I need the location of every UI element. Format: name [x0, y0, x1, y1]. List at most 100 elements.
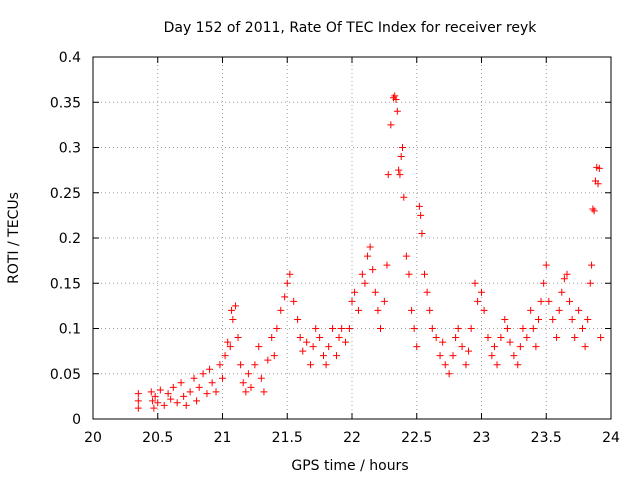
data-point [584, 315, 592, 323]
data-point [156, 386, 164, 394]
data-point [523, 334, 531, 342]
x-tick-labels: 20 20.5 21 21.5 22 22.5 23 23.5 24 [84, 430, 620, 446]
data-point [549, 315, 557, 323]
x-tick-label: 20 [84, 430, 102, 446]
y-tick-label: 0.1 [59, 322, 81, 338]
data-point [208, 379, 216, 387]
data-point [303, 338, 311, 346]
data-point [358, 270, 366, 278]
data-point [180, 392, 188, 400]
data-point [527, 306, 535, 314]
data-point [203, 390, 211, 398]
data-point [405, 270, 413, 278]
data-point [160, 401, 168, 409]
data-point [417, 211, 425, 219]
x-axis-label: GPS time / hours [291, 458, 408, 474]
data-point [219, 374, 226, 382]
x-tick-label: 23.5 [531, 430, 562, 446]
data-point [309, 343, 317, 351]
data-point [558, 288, 566, 296]
data-point [392, 96, 400, 104]
data-point [426, 306, 434, 314]
data-point [173, 399, 181, 407]
data-point [484, 334, 492, 342]
data-point [228, 306, 236, 314]
y-tick-label: 0.4 [59, 50, 81, 66]
y-axis-label: ROTI / TECUs [6, 192, 22, 284]
data-point [316, 334, 324, 342]
data-point [283, 279, 291, 287]
data-point [149, 397, 157, 405]
data-point [294, 315, 302, 323]
data-point [467, 325, 475, 332]
data-point [510, 352, 518, 360]
data-point [566, 297, 574, 305]
y-tick-label: 0.2 [59, 231, 81, 247]
data-point [322, 361, 330, 369]
data-point [277, 306, 285, 314]
data-point [458, 343, 466, 351]
data-point [332, 352, 340, 360]
x-tick-label: 22 [343, 430, 361, 446]
data-point [534, 315, 542, 323]
data-point [579, 325, 587, 332]
x-tick-label: 21 [214, 430, 232, 446]
data-point [342, 338, 350, 346]
data-point [545, 297, 553, 305]
data-point [449, 352, 457, 360]
data-point [242, 388, 250, 396]
data-point [268, 334, 276, 342]
data-point [589, 205, 597, 213]
data-point [374, 306, 382, 314]
data-point [488, 352, 496, 360]
data-point [154, 399, 162, 407]
data-point [237, 361, 245, 369]
data-point [397, 153, 405, 161]
data-point [408, 306, 416, 314]
data-point [571, 334, 579, 342]
data-point [351, 288, 359, 296]
y-tick-label: 0.35 [50, 95, 81, 111]
data-point [590, 207, 598, 215]
data-point [224, 338, 232, 346]
data-point [519, 325, 527, 332]
data-point [290, 297, 298, 305]
data-point [497, 334, 505, 342]
data-point [445, 370, 453, 378]
data-point [465, 347, 473, 355]
data-point [441, 361, 449, 369]
data-point [147, 388, 155, 396]
data-point [383, 261, 391, 269]
y-tick-labels: 0 0.05 0.1 0.15 0.2 0.25 0.3 0.35 0.4 [50, 50, 81, 428]
data-point [410, 325, 418, 332]
data-point [490, 343, 498, 351]
data-point [471, 279, 479, 287]
data-point [212, 388, 220, 396]
data-point [400, 193, 408, 201]
data-point [264, 356, 272, 364]
data-point [186, 388, 194, 396]
y-tick-label: 0.3 [59, 141, 81, 157]
data-point [345, 325, 353, 332]
data-point [588, 261, 596, 269]
data-point [432, 334, 440, 342]
data-point [568, 315, 576, 323]
y-tick-label: 0.15 [50, 276, 81, 292]
data-point [182, 401, 190, 409]
data-point [239, 379, 247, 387]
data-point [134, 397, 142, 405]
data-point [260, 388, 268, 396]
y-tick-label: 0.05 [50, 367, 81, 383]
data-point [281, 293, 289, 301]
data-point [231, 302, 239, 310]
data-point [423, 288, 431, 296]
data-point [167, 395, 175, 403]
data-point [366, 243, 374, 251]
data-point [393, 107, 401, 115]
y-tick-label: 0 [72, 412, 81, 428]
data-point [320, 352, 328, 360]
data-point [195, 383, 203, 391]
data-point [529, 325, 537, 332]
